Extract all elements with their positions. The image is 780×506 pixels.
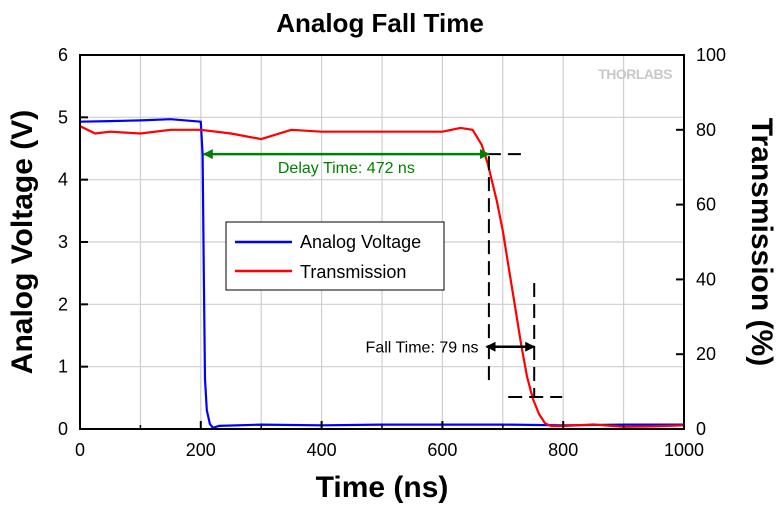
watermark-logo: THORLABS <box>598 66 672 82</box>
x-tick-label: 800 <box>548 440 578 460</box>
y-tick-label-left: 1 <box>58 357 68 377</box>
legend-box <box>225 221 445 291</box>
y-tick-label-left: 4 <box>58 170 68 190</box>
fall-time-label: Fall Time: 79 ns <box>366 340 479 357</box>
y-tick-label-left: 2 <box>58 294 68 314</box>
legend-label-transmission: Transmission <box>300 262 406 282</box>
y-tick-label-left: 0 <box>58 419 68 439</box>
y-tick-label-left: 5 <box>58 107 68 127</box>
fall-guide-right-dashed <box>508 283 563 398</box>
x-axis-title: Time (ns) <box>316 471 449 504</box>
y-tick-label-left: 6 <box>58 45 68 65</box>
chart-title: Analog Fall Time <box>276 8 484 38</box>
y-axis-title-right: Transmission (%) <box>745 118 778 366</box>
y-axis-title-left: Analog Voltage (V) <box>6 110 39 374</box>
legend: Analog Voltage Transmission <box>225 221 445 291</box>
y-tick-label-right: 100 <box>696 45 726 65</box>
legend-label-analog-voltage: Analog Voltage <box>300 232 421 252</box>
x-tick-label: 600 <box>427 440 457 460</box>
y-tick-label-right: 20 <box>696 344 716 364</box>
x-tick-label: 400 <box>307 440 337 460</box>
y-tick-label-right: 80 <box>696 120 716 140</box>
x-tick-label: 0 <box>75 440 85 460</box>
y-tick-label-right: 0 <box>696 419 706 439</box>
y-tick-label-left: 3 <box>58 232 68 252</box>
y-tick-label-right: 60 <box>696 195 716 215</box>
y-tick-label-right: 40 <box>696 269 716 289</box>
delay-guide-dashed <box>486 153 521 381</box>
annotations: Delay Time: 472 ns Fall Time: 79 ns <box>202 149 563 398</box>
delay-time-label: Delay Time: 472 ns <box>278 160 415 177</box>
series-line-analog-voltage <box>79 118 684 429</box>
x-tick-label: 200 <box>186 440 216 460</box>
x-tick-label: 1000 <box>664 440 704 460</box>
